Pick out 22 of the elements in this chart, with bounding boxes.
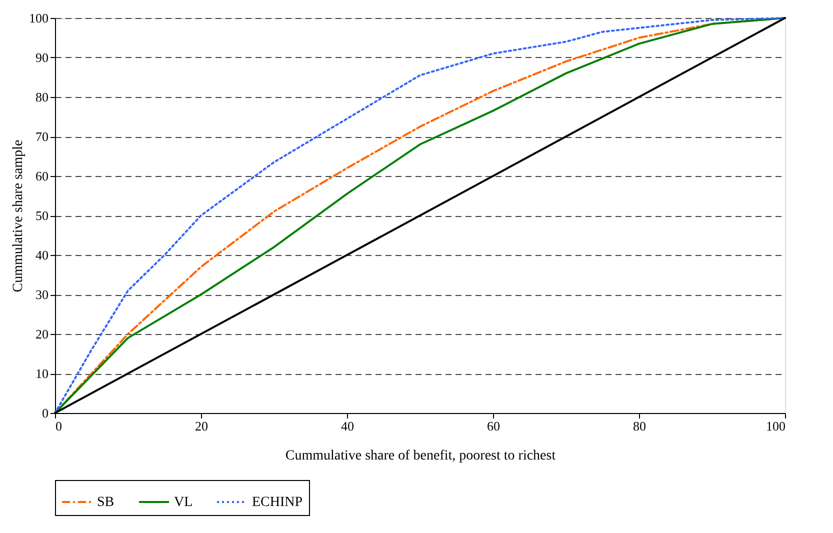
y-tick-label: 70	[36, 129, 48, 144]
y-tick-label: 40	[36, 248, 48, 262]
y-tick-label: 0	[42, 406, 48, 420]
x-tick-label: 60	[487, 418, 500, 434]
legend-label: VL	[174, 495, 193, 510]
x-tick-label: 80	[633, 418, 646, 434]
y-axis-title: Cummulative share sample	[11, 140, 26, 292]
y-tick-label: 100	[29, 10, 48, 26]
x-tick-label: 20	[195, 418, 208, 434]
x-tick-label: 40	[341, 418, 354, 434]
x-axis-title: Cummulative share of benefit, poorest to richest	[285, 448, 556, 464]
legend-label: ECHINP	[252, 495, 303, 510]
y-tick-label: 60	[36, 168, 48, 184]
y-tick-label: 10	[36, 366, 48, 381]
y-tick-label: 50	[36, 208, 48, 223]
y-tick-label: 20	[36, 326, 48, 342]
y-tick-label: 30	[36, 287, 48, 302]
x-tick-label: 100	[766, 418, 786, 434]
y-tick-label: 90	[36, 50, 48, 65]
y-tick-label: 80	[36, 90, 48, 104]
x-tick-label: 0	[56, 418, 62, 434]
legend-label: SB	[97, 495, 114, 510]
